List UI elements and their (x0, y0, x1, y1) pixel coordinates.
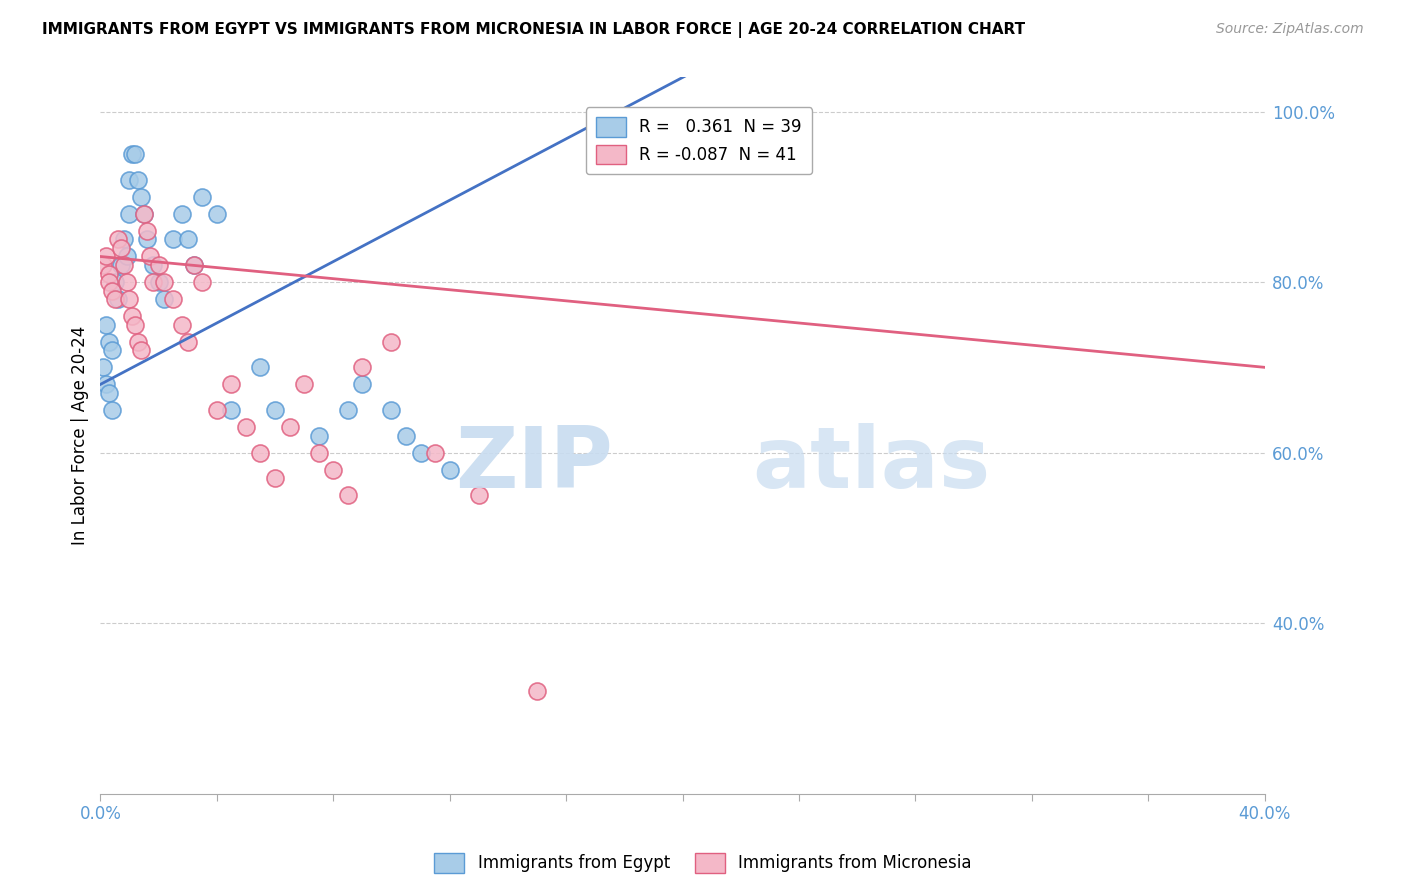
Point (129, 190, 152, 204)
Point (264, 403, 287, 417)
Point (395, 428, 418, 442)
Point (308, 428, 330, 442)
Legend: R =   0.361  N = 39, R = -0.087  N = 41: R = 0.361 N = 39, R = -0.087 N = 41 (586, 107, 811, 174)
Point (127, 334, 149, 349)
Point (115, 250, 138, 264)
Point (96, 377, 118, 392)
Point (107, 232, 129, 246)
Y-axis label: In Labor Force | Age 20-24: In Labor Force | Age 20-24 (72, 326, 89, 545)
Point (98, 275, 121, 289)
Point (409, 445, 432, 459)
Point (101, 343, 124, 358)
Point (139, 250, 162, 264)
Point (526, 684, 548, 698)
Point (264, 471, 287, 485)
Point (107, 292, 129, 306)
Point (91, 360, 114, 375)
Point (112, 232, 135, 246)
Point (136, 232, 159, 246)
Point (132, 207, 155, 221)
Point (162, 292, 184, 306)
Point (132, 207, 155, 221)
Point (170, 318, 193, 332)
Point (162, 232, 184, 246)
Legend: Immigrants from Egypt, Immigrants from Micronesia: Immigrants from Egypt, Immigrants from M… (427, 847, 979, 880)
Point (380, 334, 402, 349)
Point (278, 420, 301, 434)
Point (110, 241, 132, 255)
Point (115, 275, 138, 289)
Point (191, 190, 214, 204)
Point (118, 207, 141, 221)
Point (235, 420, 257, 434)
Point (124, 318, 146, 332)
Point (221, 403, 243, 417)
Point (148, 258, 170, 272)
Point (292, 377, 315, 392)
Point (121, 147, 143, 161)
Point (98, 334, 121, 349)
Text: atlas: atlas (752, 423, 991, 506)
Point (153, 292, 176, 306)
Point (205, 403, 228, 417)
Point (129, 343, 152, 358)
Text: IMMIGRANTS FROM EGYPT VS IMMIGRANTS FROM MICRONESIA IN LABOR FORCE | AGE 20-24 C: IMMIGRANTS FROM EGYPT VS IMMIGRANTS FROM… (42, 22, 1025, 38)
Point (96, 250, 118, 264)
Point (176, 334, 198, 349)
Point (121, 309, 143, 323)
Point (423, 445, 446, 459)
Point (380, 403, 402, 417)
Point (96, 318, 118, 332)
Point (148, 275, 170, 289)
Point (118, 292, 141, 306)
Point (101, 284, 124, 298)
Point (352, 360, 374, 375)
Point (205, 207, 228, 221)
Point (249, 445, 271, 459)
Point (118, 173, 141, 187)
Point (124, 147, 146, 161)
Point (112, 258, 135, 272)
Point (142, 275, 165, 289)
Point (322, 463, 344, 477)
Point (142, 258, 165, 272)
Point (101, 403, 124, 417)
Point (336, 403, 359, 417)
Point (183, 258, 205, 272)
Point (98, 267, 121, 281)
Point (110, 258, 132, 272)
Point (468, 488, 491, 502)
Point (104, 292, 127, 306)
Point (191, 275, 214, 289)
Point (439, 463, 461, 477)
Point (308, 445, 330, 459)
Text: Source: ZipAtlas.com: Source: ZipAtlas.com (1216, 22, 1364, 37)
Point (176, 232, 198, 246)
Point (352, 377, 374, 392)
Point (183, 258, 205, 272)
Point (104, 275, 127, 289)
Point (98, 385, 121, 400)
Point (127, 173, 149, 187)
Text: ZIP: ZIP (456, 423, 613, 506)
Point (153, 275, 176, 289)
Point (249, 360, 271, 375)
Point (91, 258, 114, 272)
Point (336, 488, 359, 502)
Point (221, 377, 243, 392)
Point (136, 224, 159, 238)
Point (170, 207, 193, 221)
